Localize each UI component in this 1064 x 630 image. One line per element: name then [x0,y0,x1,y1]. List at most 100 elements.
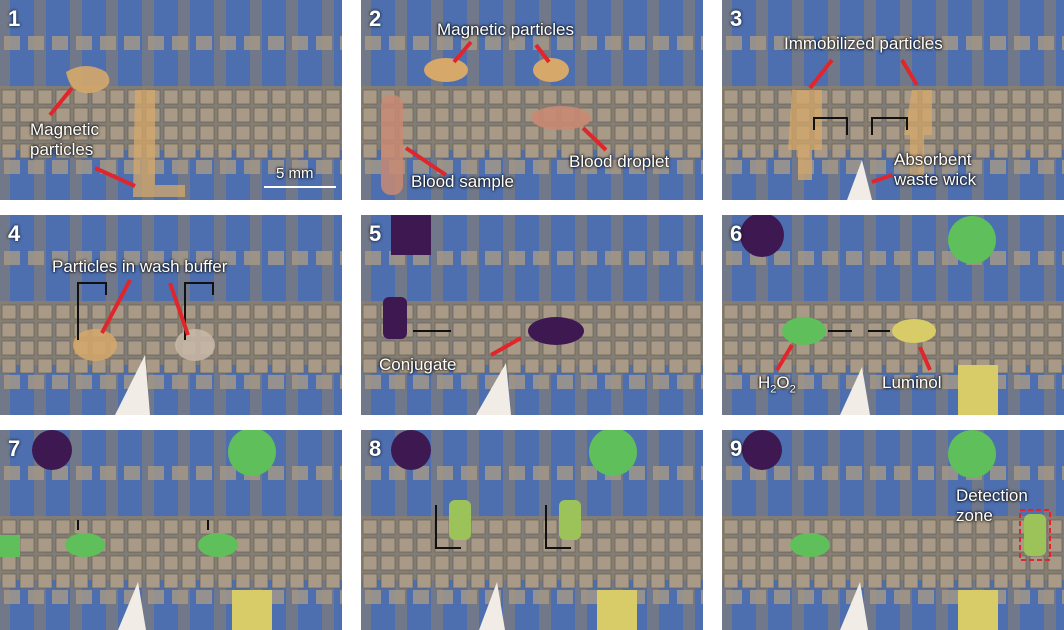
wick [479,582,505,630]
mixed-droplet [449,500,471,540]
black-bracket [871,117,908,135]
panel-overlay [391,430,637,630]
panel-5: 5 Conjugate [361,215,703,415]
wick [840,367,870,415]
absorbent-wick-label: Absorbent waste wick [894,150,977,189]
panel-overlay [740,215,998,415]
h2o2-reservoir [228,430,276,476]
panel-9: 9 Detection zone [722,430,1064,630]
panel-overlay [742,430,1051,630]
red-arrow [775,343,794,372]
detection-zone-label: Detection zone [956,486,1028,525]
red-arrow [534,43,551,64]
panel-2: 2 Magnetic particles Blood sample Blood … [361,0,703,200]
conjugate-reservoir [742,430,782,470]
conjugate-label: Conjugate [379,355,457,374]
panel-overlay [383,215,584,415]
red-arrow [168,282,190,336]
h2o2-reservoir [589,430,637,476]
black-bracket [813,117,848,135]
panel-number: 9 [730,436,743,461]
red-arrow [900,58,919,87]
wick [118,582,146,630]
panel-overlay [381,40,608,195]
magnetic-particles-label: Magnetic particles [30,120,99,159]
luminol-droplet [892,319,936,343]
luminol-reservoir [958,590,998,630]
chip-background [722,430,1064,630]
h2o2-reservoir [948,430,996,478]
h2o2-droplet [790,533,830,557]
blood-sample-label: Blood sample [411,172,515,191]
wick [476,363,511,415]
h2o2-droplet [782,317,826,345]
h2o2-reservoir [948,216,996,264]
red-arrow [404,146,448,177]
panel-number: 8 [369,436,382,461]
black-bracket [435,505,461,549]
red-arrow [808,58,834,90]
conjugate-reservoir [391,430,431,470]
immobilized-particles-label: Immobilized particles [784,34,943,53]
mixed-droplet [559,500,581,540]
black-bracket [184,282,214,340]
detection-droplet [1024,514,1046,556]
panel-number: 7 [8,436,21,461]
panel-7: 7 [0,430,342,630]
red-arrow [918,346,932,371]
red-arrow [94,166,136,188]
mixed-droplet [198,533,238,557]
scale-bar-label: 5 mm [276,165,314,182]
blood-droplet [531,106,591,130]
panel-overlay [788,58,932,200]
luminol-label: Luminol [882,373,942,392]
panel-overlay [0,430,276,630]
panel-number: 3 [730,6,743,31]
magnetic-particle-blob [424,58,468,82]
wick [847,160,872,200]
wick [115,355,150,415]
panel-3: 3 Immobilized particles Absorbent waste … [722,0,1064,200]
wash-buffer-label: Particles in wash buffer [52,257,228,276]
blood-sample-droplet [381,95,403,195]
panel-overlay [48,66,336,197]
panel-number: 5 [369,221,382,246]
panel-number: 4 [8,221,21,246]
magnetic-particles-label: Magnetic particles [437,20,575,39]
chip-background [0,430,342,630]
immobilized-particle-left [788,90,822,180]
conjugate-reservoir [32,430,72,470]
chip-background [722,0,1064,200]
h2o2-label: H2O2 [758,373,796,396]
conjugate-reservoir [391,215,431,255]
chip-background [361,0,703,200]
panel-overlay [73,279,215,415]
panel-1: 1 Magnetic particles 5 mm [0,0,342,200]
h2o2-droplet-edge [0,535,20,557]
chip-background [0,215,342,415]
red-arrow [871,173,893,184]
panel-4: 4 Particles in wash buffer [0,215,342,415]
black-bracket [545,505,571,549]
wick [840,582,868,630]
red-arrow [490,336,522,357]
panel-8: 8 [361,430,703,630]
immobilized-particle-right [904,90,932,175]
red-arrow [452,40,473,64]
conjugate-droplet [528,317,584,345]
panel-number: 6 [730,221,743,246]
magnetic-particle-blob [66,66,110,94]
luminol-reservoir [958,365,998,415]
red-arrow [100,279,132,334]
luminol-reservoir [232,590,272,630]
particle-droplet [175,329,215,361]
red-arrow [48,86,74,117]
blood-droplet-label: Blood droplet [569,152,670,171]
panel-6: 6 H2O2 Luminol [722,215,1064,415]
conjugate-reservoir [740,215,784,257]
magnetic-particle-blob [533,58,569,82]
conjugate-droplet [383,297,407,339]
panel-number: 2 [369,6,382,31]
particle-droplet [73,329,117,361]
magnetic-particle-l-shape [133,90,185,197]
